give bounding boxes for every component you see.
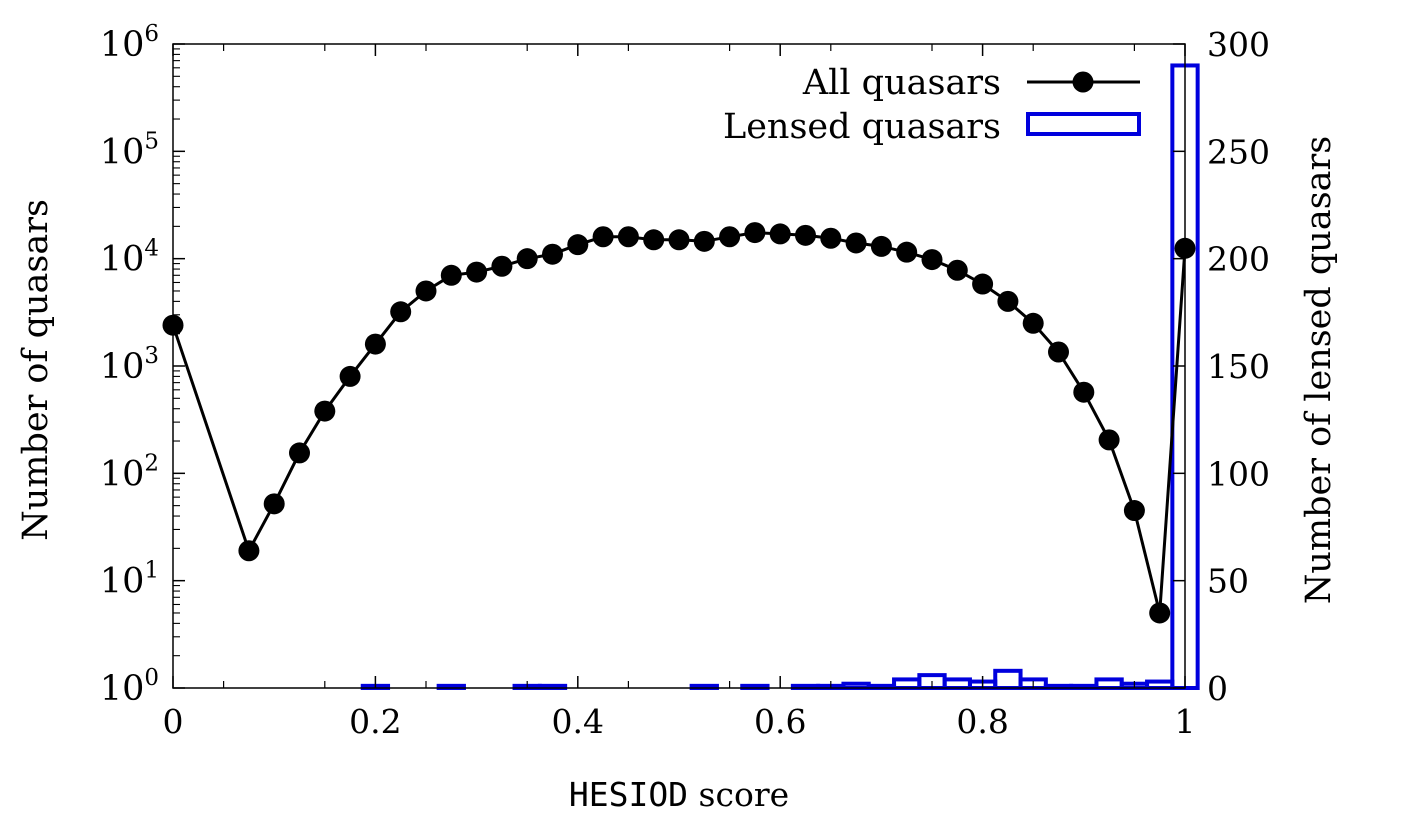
y-right-tick-label-5: 250 <box>1207 132 1270 171</box>
all-quasars-point-10 <box>466 261 488 283</box>
y-left-tick-label-6: 106 <box>100 21 159 65</box>
y-left-tick-exponent-6: 6 <box>144 21 159 47</box>
all-quasars-point-28 <box>921 249 943 271</box>
all-quasars-point-22 <box>769 223 791 245</box>
all-quasars-point-32 <box>1022 312 1044 334</box>
lensed-bar-14 <box>993 668 1023 690</box>
y-left-tick-label-4: 104 <box>100 236 159 280</box>
y-left-tick-label-3: 103 <box>100 343 159 387</box>
all-quasars-point-2 <box>263 493 285 515</box>
x-tick-label-5: 1 <box>1175 702 1196 741</box>
x-axis-label: HESIOD score <box>569 775 789 814</box>
y-right-tick-label-4: 200 <box>1207 240 1270 279</box>
y-left-tick-base-4: 10 <box>100 240 145 280</box>
all-quasars-point-3 <box>289 442 310 464</box>
all-quasars-point-6 <box>364 333 386 355</box>
all-quasars-line <box>171 231 1187 614</box>
x-axis-label-text: score <box>688 775 789 814</box>
all-quasars-point-17 <box>643 229 665 251</box>
all-quasars-point-19 <box>693 230 715 252</box>
y-left-tick-base-1: 10 <box>100 562 145 602</box>
all-quasars-point-13 <box>542 243 563 265</box>
all-quasars-point-4 <box>314 400 336 422</box>
y-left-tick-label-2: 102 <box>100 450 159 494</box>
y-left-tick-base-3: 10 <box>100 347 145 387</box>
y-left-tick-base-6: 10 <box>100 25 145 65</box>
all-quasars-point-8 <box>415 280 437 302</box>
axis-ticks <box>172 43 1186 689</box>
y-left-tick-exponent-3: 3 <box>144 343 159 369</box>
y-left-tick-base-2: 10 <box>100 454 145 494</box>
y-left-tick-base-0: 10 <box>100 669 145 709</box>
y-left-tick-exponent-4: 4 <box>144 236 159 262</box>
y-left-tick-label-1: 101 <box>100 558 159 602</box>
all-quasars-point-30 <box>972 273 994 295</box>
y-right-tick-labels: 0 50 100 150 200 250 300 <box>1207 25 1270 708</box>
all-quasars-point-11 <box>491 255 513 277</box>
all-quasars-point-7 <box>390 301 412 323</box>
legend-lensed-quasars-swatch <box>1026 112 1141 136</box>
y-right-tick-label-3: 150 <box>1207 347 1270 386</box>
all-quasars-point-20 <box>719 226 741 248</box>
y-left-tick-exponent-5: 5 <box>144 128 159 154</box>
x-tick-label-3: 0.6 <box>754 702 806 741</box>
all-quasars-points <box>162 222 1196 624</box>
all-quasars-point-14 <box>567 234 589 256</box>
all-quasars-point-5 <box>339 365 361 387</box>
all-quasars-point-12 <box>516 248 538 270</box>
all-quasars-point-23 <box>795 224 816 246</box>
y-right-tick-label-2: 100 <box>1207 454 1270 493</box>
y-right-tick-label-0: 0 <box>1207 669 1228 708</box>
lensed-bar-18 <box>1094 677 1124 690</box>
all-quasars-series <box>162 222 1196 624</box>
y-left-tick-exponent-2: 2 <box>144 450 159 476</box>
all-quasars-point-29 <box>946 259 968 281</box>
y-right-tick-label-1: 50 <box>1207 562 1249 601</box>
legend-all-quasars-marker <box>1072 71 1094 93</box>
all-quasars-point-16 <box>617 226 639 248</box>
all-quasars-point-34 <box>1073 381 1095 403</box>
all-quasars-point-26 <box>870 235 892 257</box>
y-left-tick-exponent-1: 1 <box>144 558 159 584</box>
legend-all-quasars-label: All quasars <box>802 63 1001 103</box>
all-quasars-point-9 <box>440 264 462 286</box>
all-quasars-point-35 <box>1098 429 1120 451</box>
y-right-axis-label: Number of lensed quasars <box>1299 136 1339 604</box>
all-quasars-point-15 <box>592 226 614 248</box>
all-quasars-point-25 <box>845 232 867 254</box>
plot-frame <box>172 43 1186 689</box>
all-quasars-point-21 <box>744 222 766 244</box>
y-left-tick-base-5: 10 <box>100 132 145 172</box>
x-tick-label-1: 0.2 <box>349 702 401 741</box>
all-quasars-point-36 <box>1123 500 1145 522</box>
legend-lensed-quasars-label: Lensed quasars <box>723 107 1001 147</box>
lensed-bar-12 <box>942 677 972 690</box>
y-left-tick-exponent-0: 0 <box>144 665 159 691</box>
all-quasars-point-33 <box>1048 341 1069 363</box>
all-quasars-point-27 <box>896 241 918 263</box>
x-tick-label-2: 0.4 <box>552 702 604 741</box>
all-quasars-point-18 <box>668 229 690 251</box>
y-left-axis-label: Number of quasars <box>16 199 56 541</box>
all-quasars-point-24 <box>820 227 842 249</box>
all-quasars-point-37 <box>1149 602 1171 624</box>
all-quasars-point-31 <box>997 290 1019 312</box>
lensed-bar-10 <box>892 677 922 690</box>
x-tick-label-4: 0.8 <box>956 702 1008 741</box>
y-right-tick-label-6: 300 <box>1207 25 1270 64</box>
y-left-tick-label-5: 105 <box>100 128 159 172</box>
x-tick-labels: 0 0.2 0.4 0.6 0.8 1 <box>163 702 1196 741</box>
x-tick-label-0: 0 <box>163 702 184 741</box>
lensed-bar-20 <box>1145 679 1175 690</box>
x-axis-label-code: HESIOD <box>569 775 688 814</box>
y-left-tick-label-0: 100 <box>100 665 159 709</box>
all-quasars-point-1 <box>238 540 260 562</box>
legend: All quasars Lensed quasars <box>723 63 1141 147</box>
